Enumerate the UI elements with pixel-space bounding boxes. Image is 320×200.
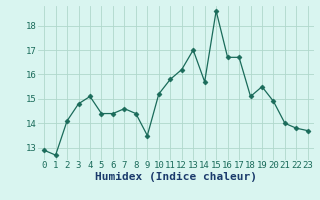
X-axis label: Humidex (Indice chaleur): Humidex (Indice chaleur): [95, 172, 257, 182]
